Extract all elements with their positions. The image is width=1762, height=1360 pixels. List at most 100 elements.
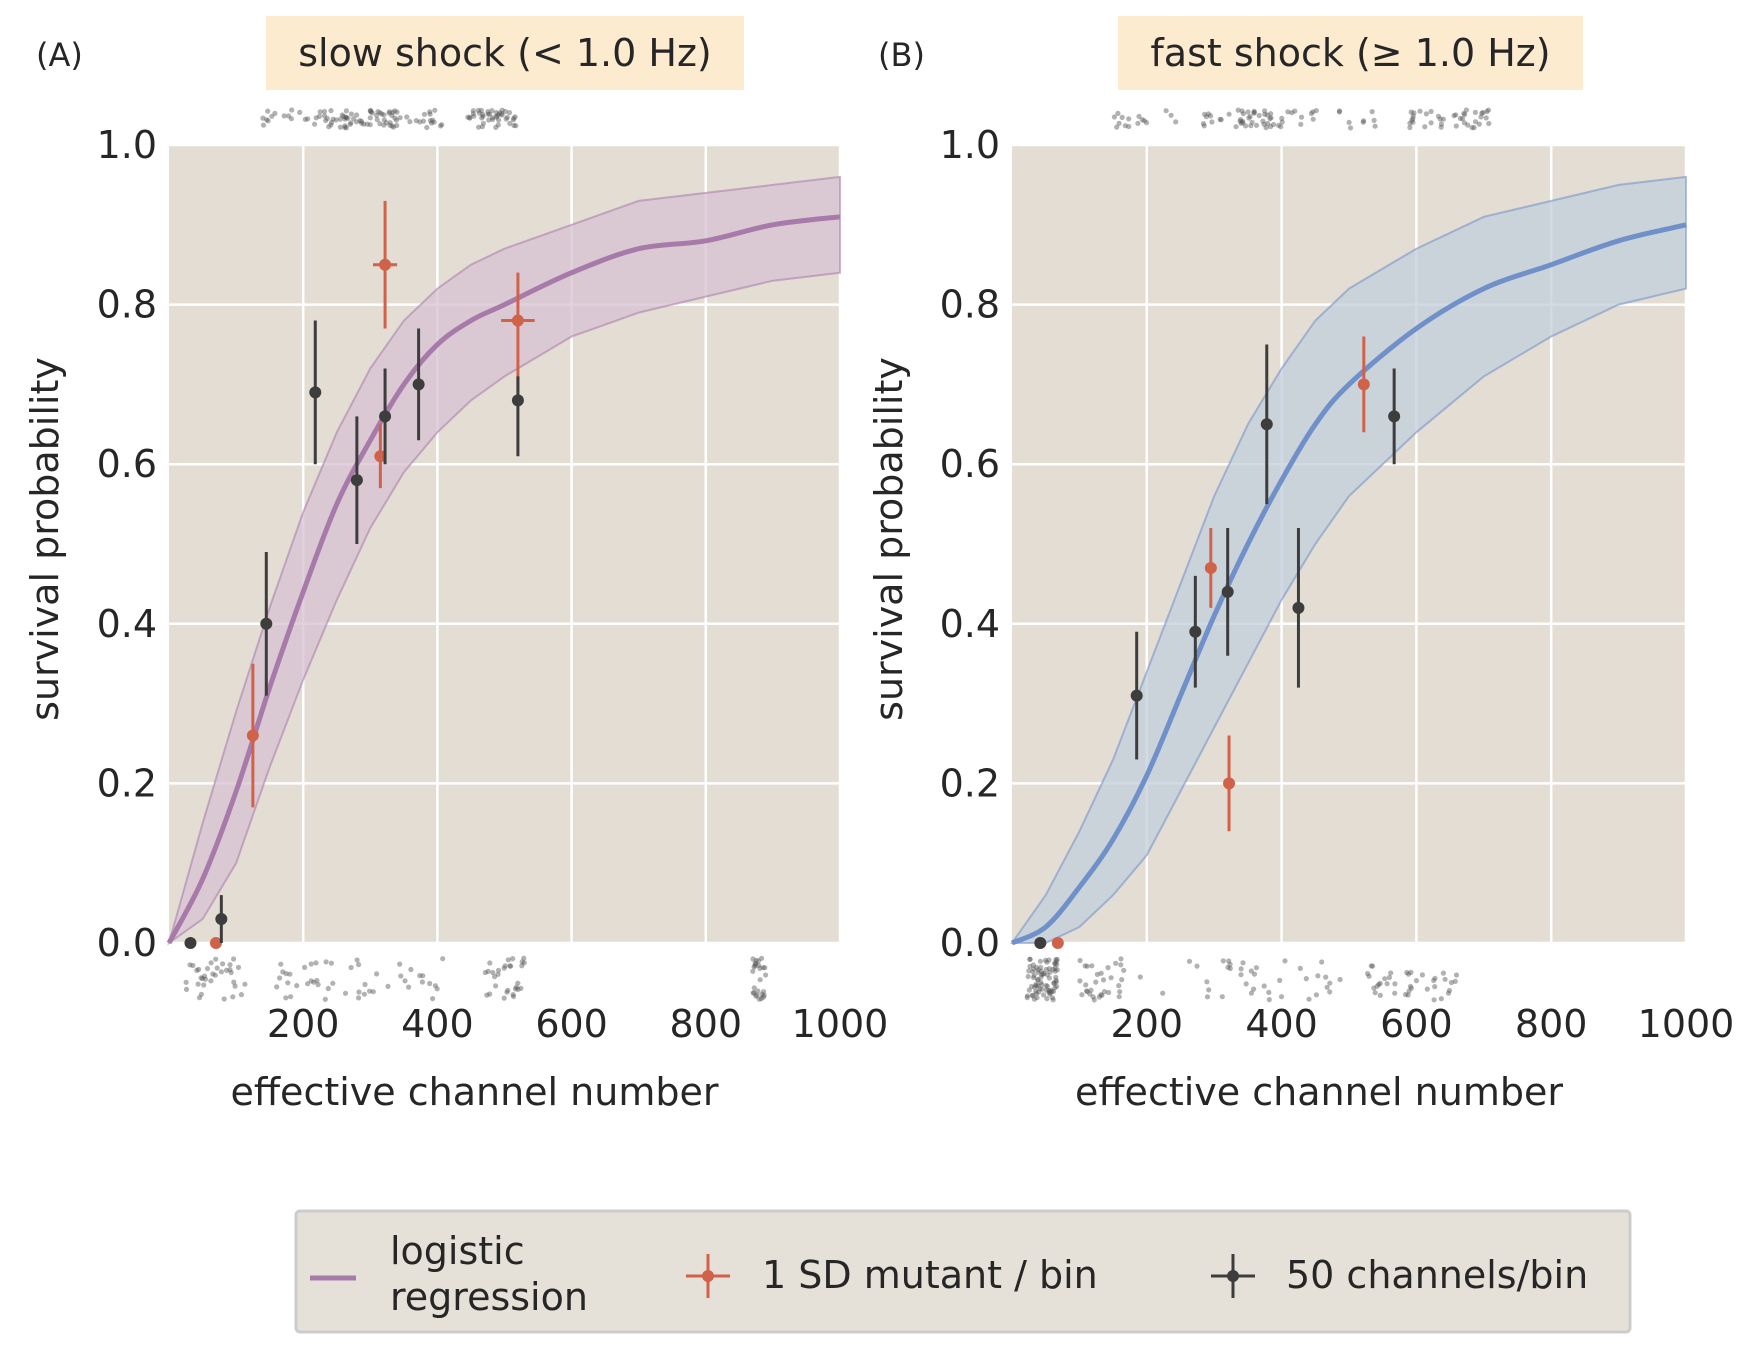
mutant-bin-point [501,272,535,393]
rug-marker-bottom [504,989,510,995]
rug-marker-bottom [1052,961,1058,967]
rug-marker-top [377,110,383,116]
legend-box [294,1209,1632,1334]
rug-marker-top [479,124,485,130]
rug-marker-bottom [288,994,294,1000]
y-axis-label-b: survival probability [867,357,911,721]
rug-bottom-b [1024,956,1460,1003]
rug-marker-top [353,119,360,125]
rug-marker-top [379,111,385,117]
channel-bin-point [1130,631,1143,760]
x-tick-labels-b: 200 400 600 800 1000 [1111,1002,1735,1046]
rug-marker-bottom [1034,977,1041,983]
rug-marker-top [359,120,365,126]
rug-marker-top [328,108,334,114]
rug-marker-bottom [1406,988,1412,994]
rug-marker-top [420,118,427,124]
x-tick-label: 1000 [792,1002,889,1046]
rug-marker-top [499,107,505,113]
rug-marker-bottom [1046,966,1052,972]
rug-marker-bottom [1084,963,1090,969]
rug-marker-top [1238,120,1244,126]
rug-marker-top [475,107,481,113]
rug-marker-top [305,116,311,122]
rug-marker-bottom [1050,988,1057,995]
rug-marker-bottom [1093,979,1099,985]
rug-marker-bottom [434,986,440,992]
rug-marker-bottom [315,982,321,988]
rug-marker-bottom [1282,958,1288,964]
rug-marker-bottom [1052,965,1058,971]
rug-marker-bottom [1087,991,1093,997]
channel-bin-point-marker [260,617,273,630]
rug-marker-bottom [1091,997,1097,1003]
rug-marker-bottom [212,972,218,978]
rug-marker-bottom [1051,980,1057,986]
rug-marker-top [1218,117,1224,123]
rug-marker-top [345,115,351,121]
rug-marker-top [1201,123,1207,129]
rug-marker-bottom [1046,989,1052,995]
rug-marker-top [373,112,380,118]
rug-marker-bottom [1038,968,1044,975]
rug-marker-bottom [1052,985,1058,991]
channel-bin-point [412,328,425,441]
rug-marker-top [490,115,496,121]
rug-marker-bottom [521,955,527,961]
rug-marker-bottom [495,967,502,973]
rug-marker-bottom [1374,983,1380,989]
rug-marker-bottom [1096,994,1102,1000]
rug-marker-top [1115,110,1121,116]
rug-marker-top [427,118,433,124]
rug-marker-bottom [761,989,767,995]
rug-marker-top [493,114,499,120]
rug-marker-bottom [1392,981,1398,987]
channel-bin-point-marker [511,394,524,407]
rug-marker-top [337,124,343,130]
rug-marker-bottom [1251,986,1257,992]
rug-marker-bottom [308,961,314,967]
rug-marker-top [1461,120,1468,126]
rug-marker-bottom [204,965,211,972]
rug-marker-bottom [1377,980,1383,987]
rug-marker-top [297,109,303,115]
rug-marker-top [1203,114,1209,120]
rug-marker-bottom [512,986,519,992]
rug-marker-bottom [751,990,757,996]
rug-marker-top [1217,116,1223,122]
rug-marker-top [427,109,433,115]
rug-marker-bottom [1113,960,1119,966]
rug-marker-bottom [763,972,769,978]
rug-marker-top [511,115,517,121]
rug-marker-bottom [1442,976,1448,982]
y-tick-label: 1.0 [940,123,1000,167]
rug-marker-bottom [356,962,362,968]
rug-marker-top [339,112,345,118]
rug-marker-bottom [501,995,507,1001]
rug-marker-top [288,116,294,122]
rug-marker-top [1279,119,1285,125]
rug-marker-bottom [750,990,756,996]
rug-marker-top [1298,121,1304,127]
rug-marker-top [1285,109,1291,115]
rug-marker-bottom [302,964,308,971]
rug-marker-bottom [756,996,762,1002]
rug-marker-top [1141,118,1147,124]
mutant-bin-point [1051,937,1064,949]
rug-marker-top [1268,115,1274,121]
y-tick-label: 0.0 [97,921,157,965]
rug-marker-bottom [1029,983,1035,990]
rug-marker-top [485,109,491,115]
rug-marker-bottom [1033,988,1039,995]
rug-marker-top [1111,114,1117,120]
x-tick-label: 1000 [1638,1002,1735,1046]
rug-marker-bottom [1220,958,1226,964]
rug-marker-bottom [214,965,220,971]
rug-marker-bottom [760,965,766,971]
rug-marker-top [1417,108,1423,114]
rug-marker-bottom [1327,989,1333,995]
rug-marker-top [312,121,318,127]
rug-marker-top [1292,108,1298,114]
rug-marker-bottom [1226,958,1232,964]
rug-marker-bottom [1027,956,1033,962]
